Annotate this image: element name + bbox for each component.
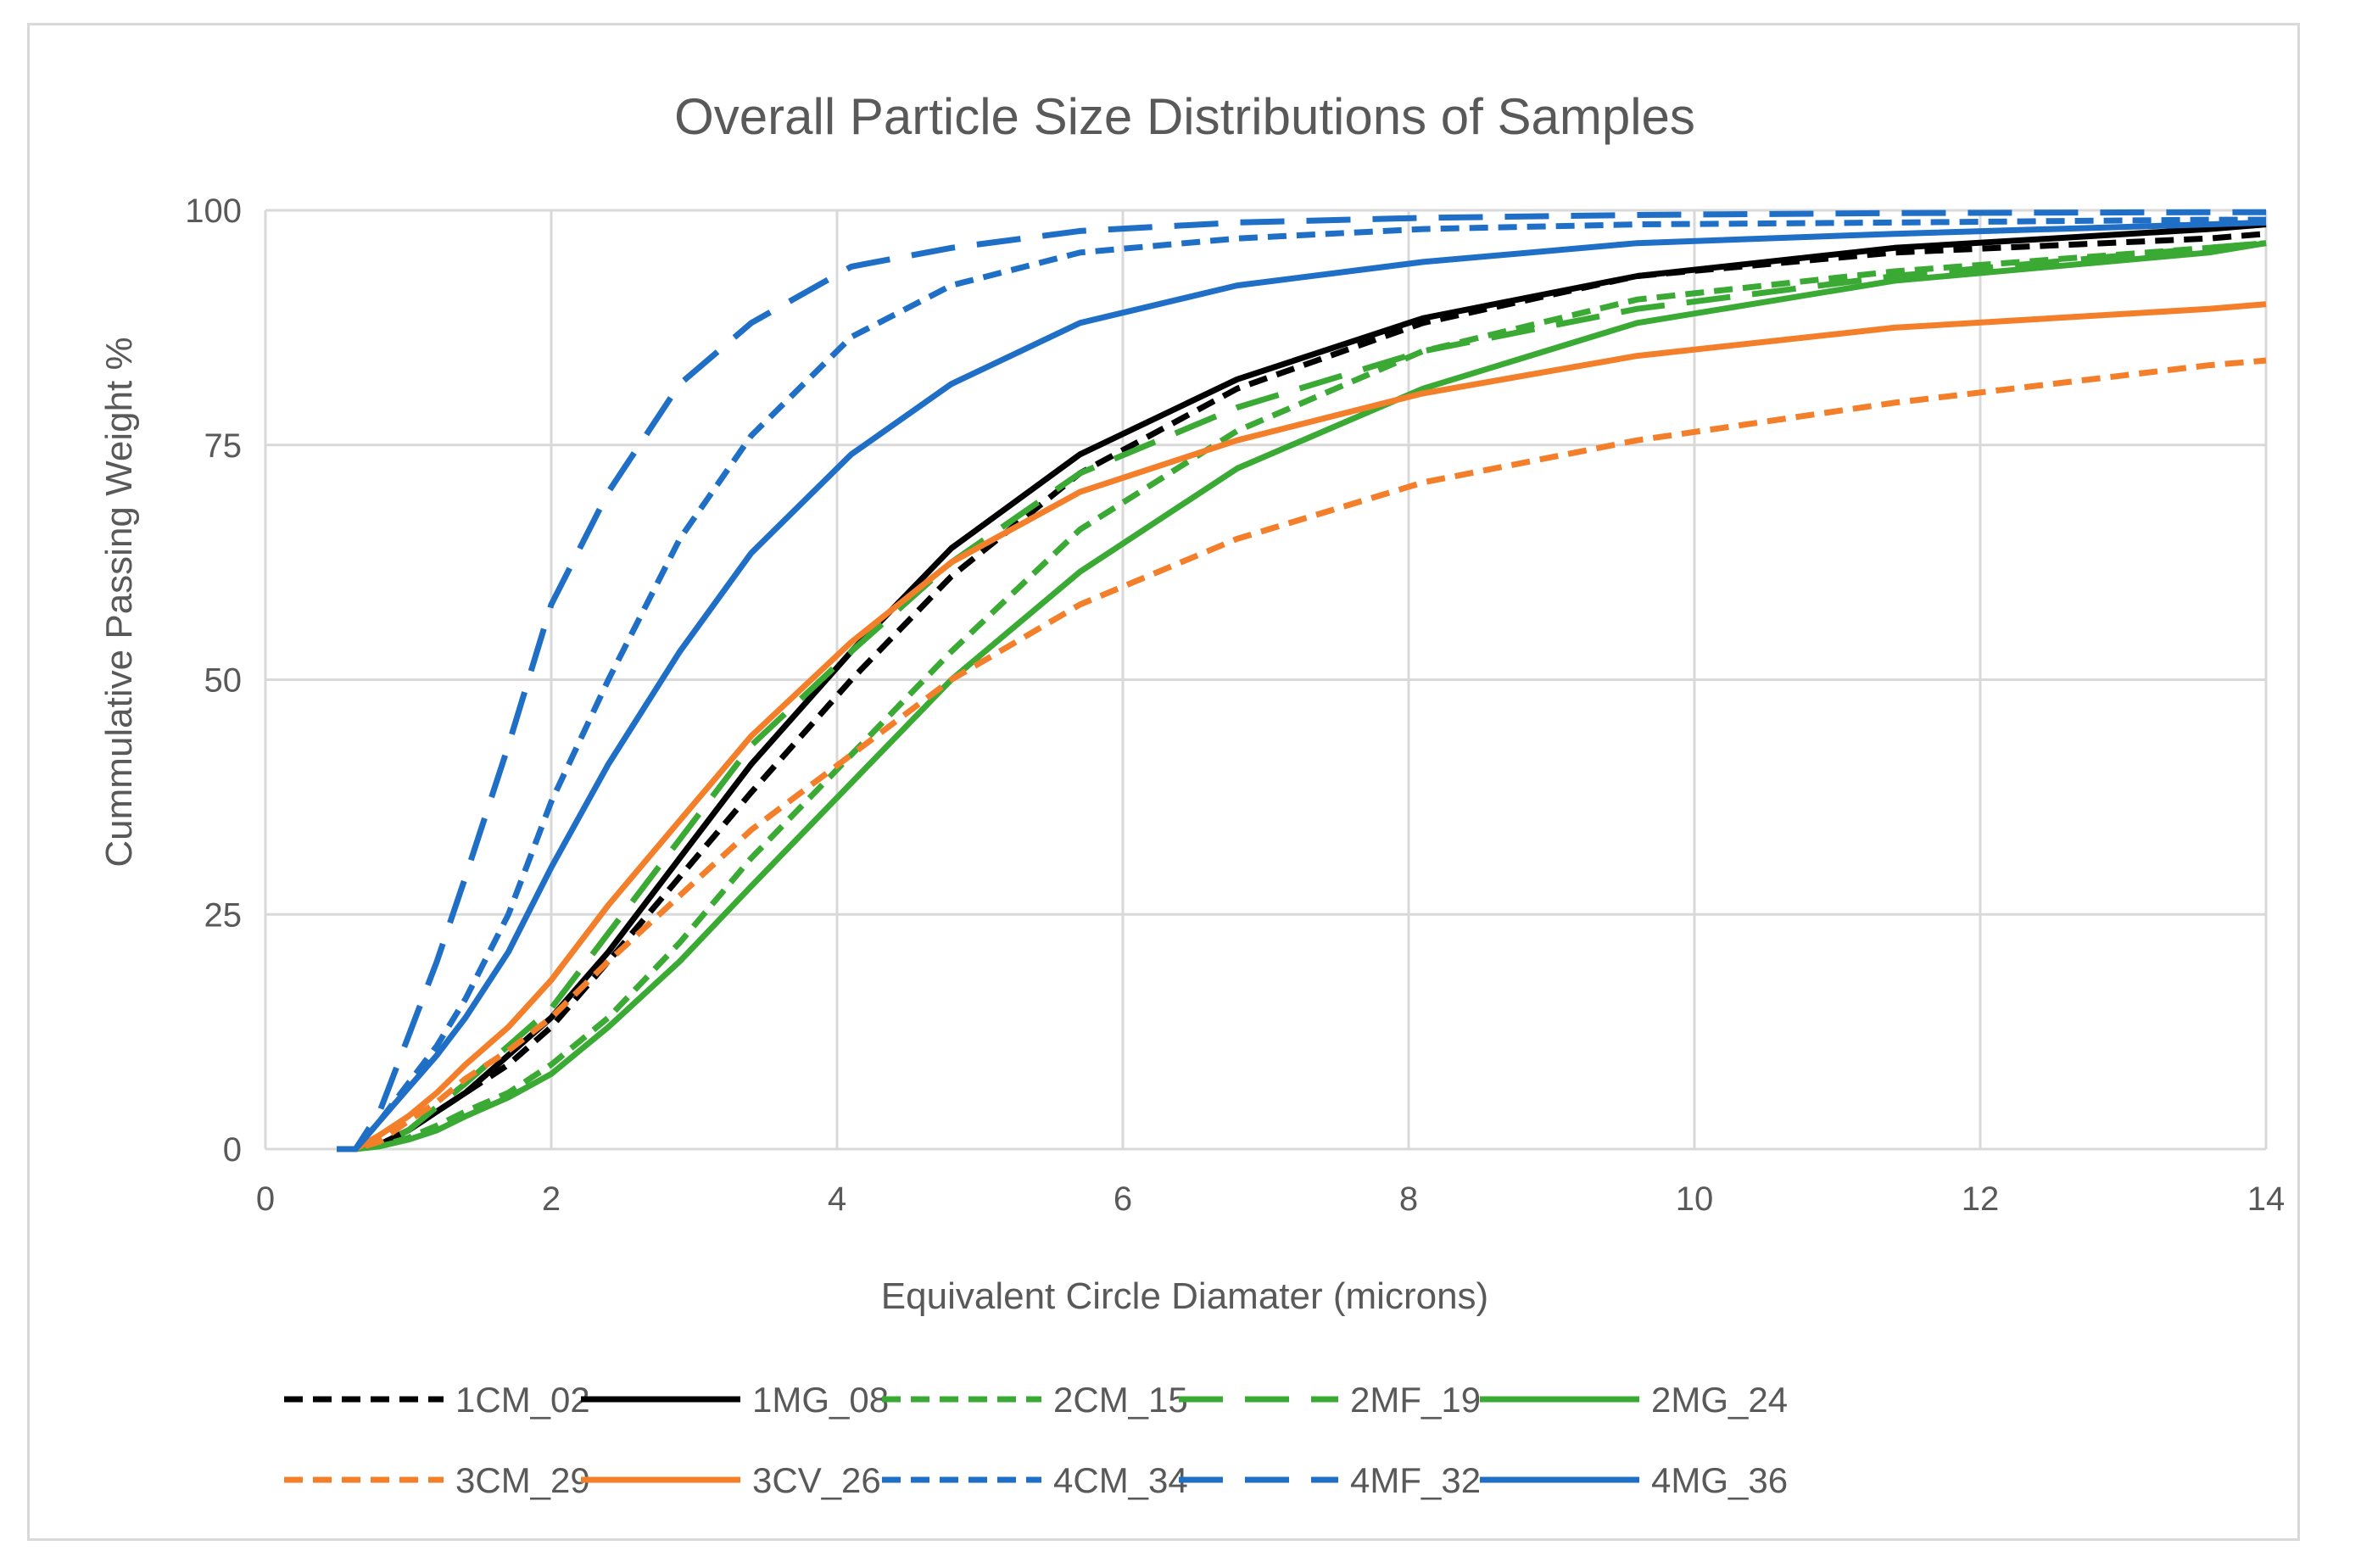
- series-line-2mg-24: [337, 240, 2267, 1152]
- y-tick-label: 50: [204, 662, 243, 700]
- chart-title: Overall Particle Size Distributions of S…: [674, 88, 1695, 145]
- x-tick-label: 0: [256, 1180, 275, 1218]
- y-tick-label: 100: [185, 193, 242, 230]
- x-tick-label: 10: [1676, 1180, 1714, 1218]
- legend-label: 2MG_24: [1651, 1380, 1788, 1420]
- tick-labels: 0 2 4 6 8 10 12 14 0 25 50 75 100: [185, 193, 2285, 1218]
- y-tick-label: 75: [204, 427, 243, 465]
- x-tick-label: 14: [2247, 1180, 2286, 1218]
- legend-label: 1CM_02: [455, 1380, 590, 1420]
- legend-item: 4MF_32: [1179, 1460, 1481, 1500]
- legend-label: 2CM_15: [1053, 1380, 1188, 1420]
- legend-item: 1CM_02: [284, 1380, 590, 1420]
- legend-label: 3CM_29: [455, 1460, 590, 1500]
- series-line-4mg-36: [337, 219, 2267, 1152]
- series-lines: [337, 209, 2267, 1152]
- chart-legend: 1CM_02 1MG_08 2CM_15 2MF_19 2MG_24 3CM_29 3CV_…: [284, 1380, 1788, 1500]
- series-line-2mf-19: [337, 240, 2267, 1152]
- y-tick-label: 0: [223, 1131, 242, 1169]
- legend-label: 3CV_26: [752, 1460, 881, 1500]
- legend-label: 4CM_34: [1053, 1460, 1188, 1500]
- line-chart: Overall Particle Size Distributions of S…: [98, 88, 2285, 1500]
- x-tick-label: 6: [1114, 1180, 1132, 1218]
- chart-container: Overall Particle Size Distributions of S…: [27, 23, 2300, 1541]
- x-axis-label: Equivalent Circle Diamater (microns): [881, 1275, 1488, 1317]
- legend-item: 3CM_29: [284, 1460, 590, 1500]
- x-tick-label: 12: [1962, 1180, 2000, 1218]
- legend-item: 2MF_19: [1179, 1380, 1481, 1420]
- series-line-2cm-15: [337, 240, 2267, 1152]
- x-tick-label: 2: [542, 1180, 561, 1218]
- series-line-3cm-29: [337, 357, 2267, 1152]
- legend-item: 4MG_36: [1480, 1460, 1788, 1500]
- series-line-4cm-34: [337, 216, 2266, 1152]
- x-tick-label: 8: [1399, 1180, 1418, 1218]
- legend-label: 2MF_19: [1350, 1380, 1481, 1420]
- legend-item: 1MG_08: [581, 1380, 889, 1420]
- legend-item: 2CM_15: [882, 1380, 1188, 1420]
- legend-label: 4MF_32: [1350, 1460, 1481, 1500]
- series-line-3cv-26: [337, 301, 2267, 1152]
- legend-item: 2MG_24: [1480, 1380, 1788, 1420]
- legend-item: 4CM_34: [882, 1460, 1188, 1500]
- series-line-4mf-32: [337, 209, 2266, 1152]
- y-axis-label: Cummulative Passing Weight %: [98, 337, 140, 867]
- legend-label: 4MG_36: [1651, 1460, 1788, 1500]
- series-line-1cm-02: [337, 231, 2267, 1152]
- legend-item: 3CV_26: [581, 1460, 881, 1500]
- legend-label: 1MG_08: [752, 1380, 889, 1420]
- x-tick-label: 4: [828, 1180, 846, 1218]
- y-tick-label: 25: [204, 896, 243, 934]
